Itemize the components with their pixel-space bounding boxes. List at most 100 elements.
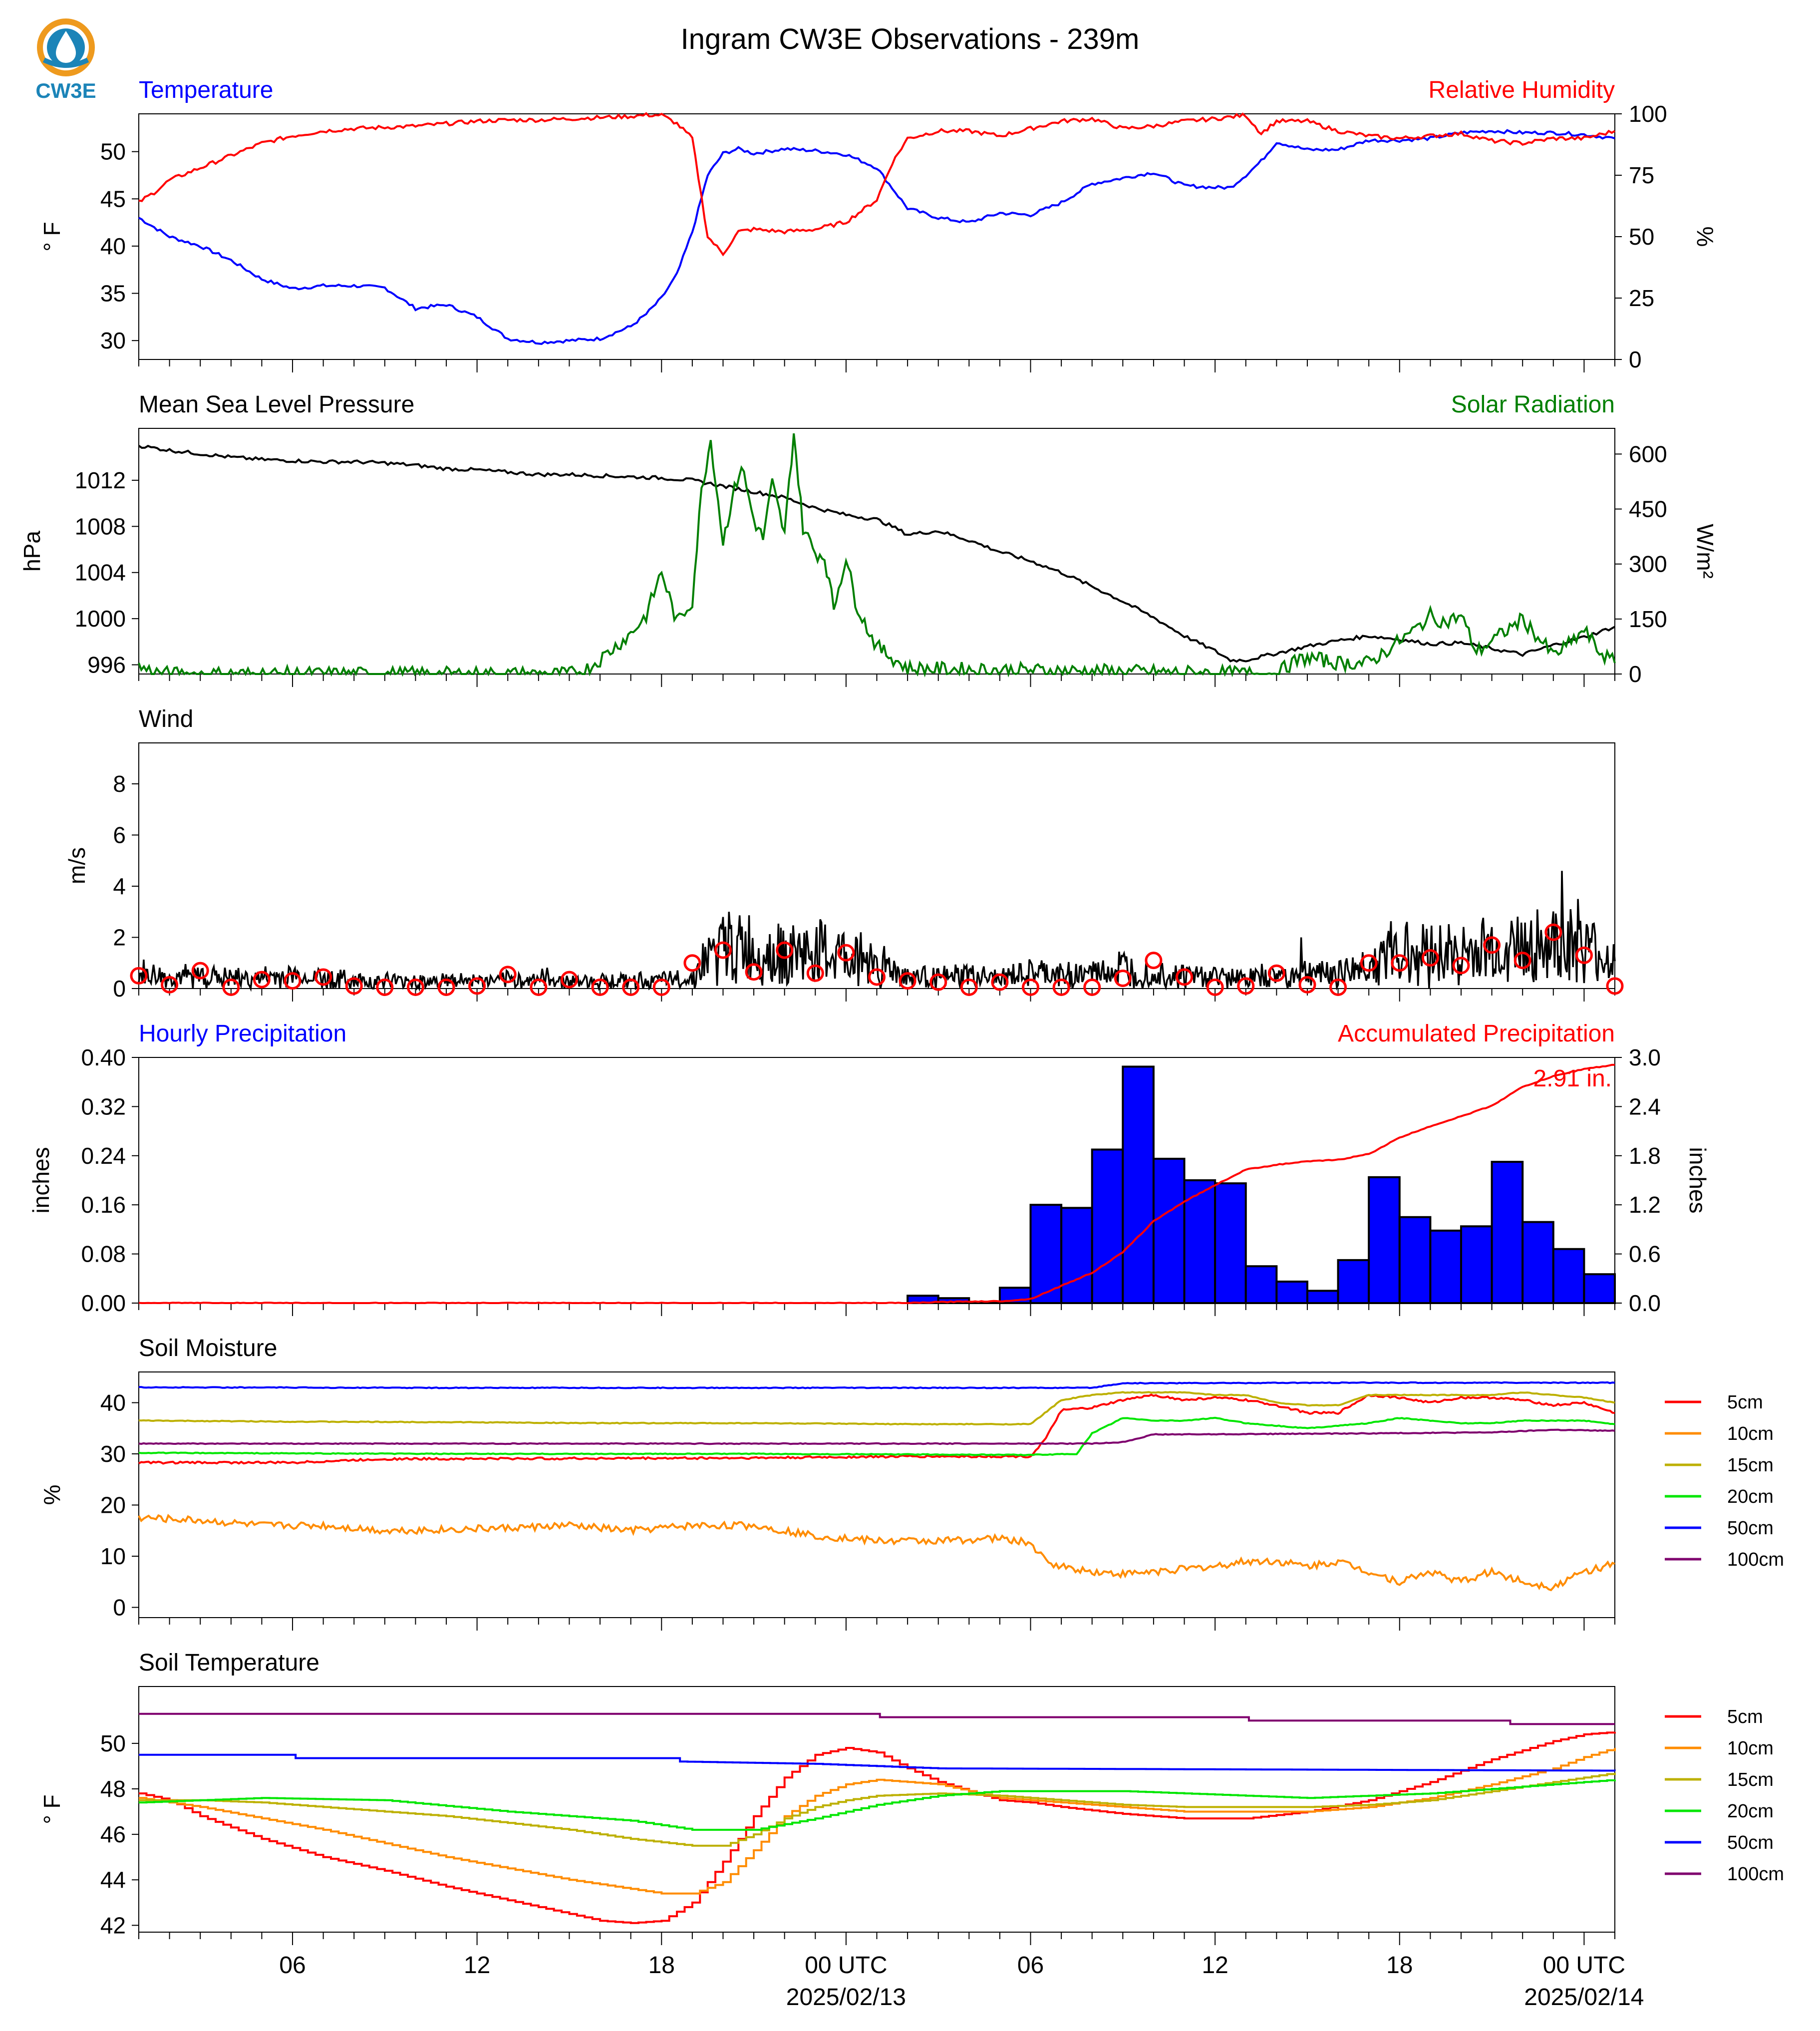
y-tick-label-left: 35 — [100, 281, 126, 307]
legend-label-10cm: 10cm — [1727, 1738, 1774, 1759]
panel-5: Soil Moisture 0 10 20 30 40% 5cm 10cm 15cm 20cm 50… — [39, 1335, 1784, 1631]
wind-marker — [868, 968, 886, 986]
y-tick-label-left: 10 — [100, 1543, 126, 1569]
wind-marker — [530, 978, 548, 996]
soil-moisture-10cm-line — [138, 1514, 1615, 1592]
y-tick-label-left: 42 — [100, 1912, 126, 1938]
y-tick-label-right: 1.8 — [1629, 1143, 1661, 1169]
y-tick-label-right: 3.0 — [1629, 1044, 1661, 1070]
logo-text: CW3E — [35, 79, 96, 102]
precip-bar — [1583, 1273, 1616, 1304]
wind-marker — [806, 964, 824, 982]
y-tick-label-left: 30 — [100, 1441, 126, 1467]
wind-marker — [376, 978, 394, 996]
wind-marker — [222, 978, 240, 996]
y-tick-label-left: 996 — [87, 652, 126, 678]
soil-temperature-5cm-line — [139, 1731, 1616, 1924]
precip-bar — [1183, 1179, 1216, 1304]
soil-temperature-15cm-line — [139, 1773, 1616, 1847]
wind-marker — [560, 971, 578, 989]
legend-label-5cm: 5cm — [1727, 1392, 1763, 1413]
y-tick-label-left: 30 — [100, 328, 126, 353]
legend-label-20cm: 20cm — [1727, 1801, 1774, 1822]
wind-marker — [314, 968, 332, 986]
wind-marker — [191, 962, 209, 980]
legend-label-15cm: 15cm — [1727, 1455, 1774, 1476]
precip-bar — [1368, 1176, 1401, 1305]
solar-radiation-line — [138, 433, 1616, 678]
y-axis-label-right: % — [1692, 227, 1718, 247]
soil-temperature-20cm-line — [139, 1779, 1616, 1831]
wind-marker — [1329, 978, 1347, 996]
y-tick-label-right: 50 — [1629, 224, 1654, 250]
x-tick-label: 00 UTC — [805, 1952, 887, 1979]
wind-marker — [161, 976, 179, 994]
y-tick-label-right: 75 — [1629, 162, 1654, 188]
wind-marker — [1206, 978, 1224, 996]
panel-title-right: Solar Radiation — [1451, 391, 1615, 418]
legend-label-15cm: 15cm — [1727, 1769, 1774, 1790]
precip-bar — [1122, 1065, 1155, 1304]
precip-bar — [1214, 1182, 1247, 1304]
wind-marker — [253, 971, 271, 989]
wind-marker — [991, 973, 1009, 991]
soil-moisture-100cm-line — [138, 1428, 1615, 1445]
legend-label-20cm: 20cm — [1727, 1486, 1774, 1507]
y-tick-label-left: 1000 — [75, 606, 126, 632]
y-tick-label-left: 0.40 — [81, 1044, 126, 1070]
soil-moisture-50cm-line — [139, 1381, 1615, 1389]
y-tick-label-left: 50 — [100, 1730, 126, 1756]
pressure-line — [138, 444, 1615, 663]
y-tick-label-right: 0 — [1629, 661, 1642, 687]
wind-marker — [1022, 978, 1040, 996]
panel-title-left: Soil Temperature — [139, 1650, 319, 1676]
panel-2: Mean Sea Level Pressure Solar Radiation 99… — [19, 391, 1718, 687]
y-tick-label-right: 450 — [1629, 496, 1667, 522]
y-axis-label-left: hPa — [19, 531, 45, 572]
wind-marker — [837, 944, 855, 962]
y-tick-label-right: 150 — [1629, 606, 1667, 632]
wind-marker — [499, 966, 517, 984]
precip-bar — [1460, 1225, 1493, 1304]
wind-marker — [1298, 976, 1316, 994]
precip-bar — [1398, 1216, 1432, 1305]
wind-marker — [1606, 977, 1624, 995]
y-tick-label-right: 2.4 — [1629, 1093, 1661, 1119]
legend-label-50cm: 50cm — [1727, 1832, 1774, 1853]
y-axis-label-right: W/m² — [1692, 524, 1718, 579]
wind-marker — [745, 963, 763, 981]
wind-marker — [1052, 978, 1070, 996]
panel-title-left: Temperature — [139, 77, 273, 103]
x-tick-label: 18 — [1386, 1952, 1413, 1979]
soil-temperature-10cm-line — [139, 1748, 1616, 1895]
legend-label-10cm: 10cm — [1727, 1423, 1774, 1444]
soil-temperature-50cm-line — [139, 1753, 1616, 1772]
y-tick-label-right: 0 — [1629, 346, 1642, 372]
y-tick-label-left: 0.32 — [81, 1093, 126, 1119]
wind-marker — [899, 972, 916, 990]
accumulated-precip-line — [138, 1063, 1615, 1305]
precip-bar — [1552, 1248, 1585, 1305]
y-tick-label-left: 1008 — [75, 513, 126, 539]
accumulated-total-label: 2.91 in. — [1533, 1065, 1612, 1092]
wind-marker — [1267, 964, 1285, 982]
figure-title: Ingram CW3E Observations - 239m — [681, 23, 1140, 55]
y-tick-label-left: 44 — [100, 1867, 126, 1893]
wind-marker — [345, 977, 363, 995]
y-tick-label-right: 0.6 — [1629, 1241, 1661, 1267]
wind-marker — [652, 978, 670, 996]
x-tick-label: 00 UTC — [1543, 1952, 1625, 1979]
legend-label-5cm: 5cm — [1727, 1706, 1763, 1727]
legend-label-100cm: 100cm — [1727, 1549, 1784, 1570]
soil-moisture-15cm-line — [138, 1391, 1615, 1426]
wind-marker — [406, 978, 424, 996]
y-tick-label-left: 8 — [113, 771, 126, 797]
wind-marker — [1176, 968, 1194, 986]
y-tick-label-left: 0.16 — [81, 1192, 126, 1218]
panel-title-left: Mean Sea Level Pressure — [139, 391, 414, 418]
panels: Temperature Relative Humidity303540455002… — [19, 77, 1784, 2011]
y-tick-label-left: 0.24 — [81, 1143, 126, 1169]
precip-bar — [1521, 1221, 1554, 1304]
y-tick-label-left: 40 — [100, 233, 126, 259]
